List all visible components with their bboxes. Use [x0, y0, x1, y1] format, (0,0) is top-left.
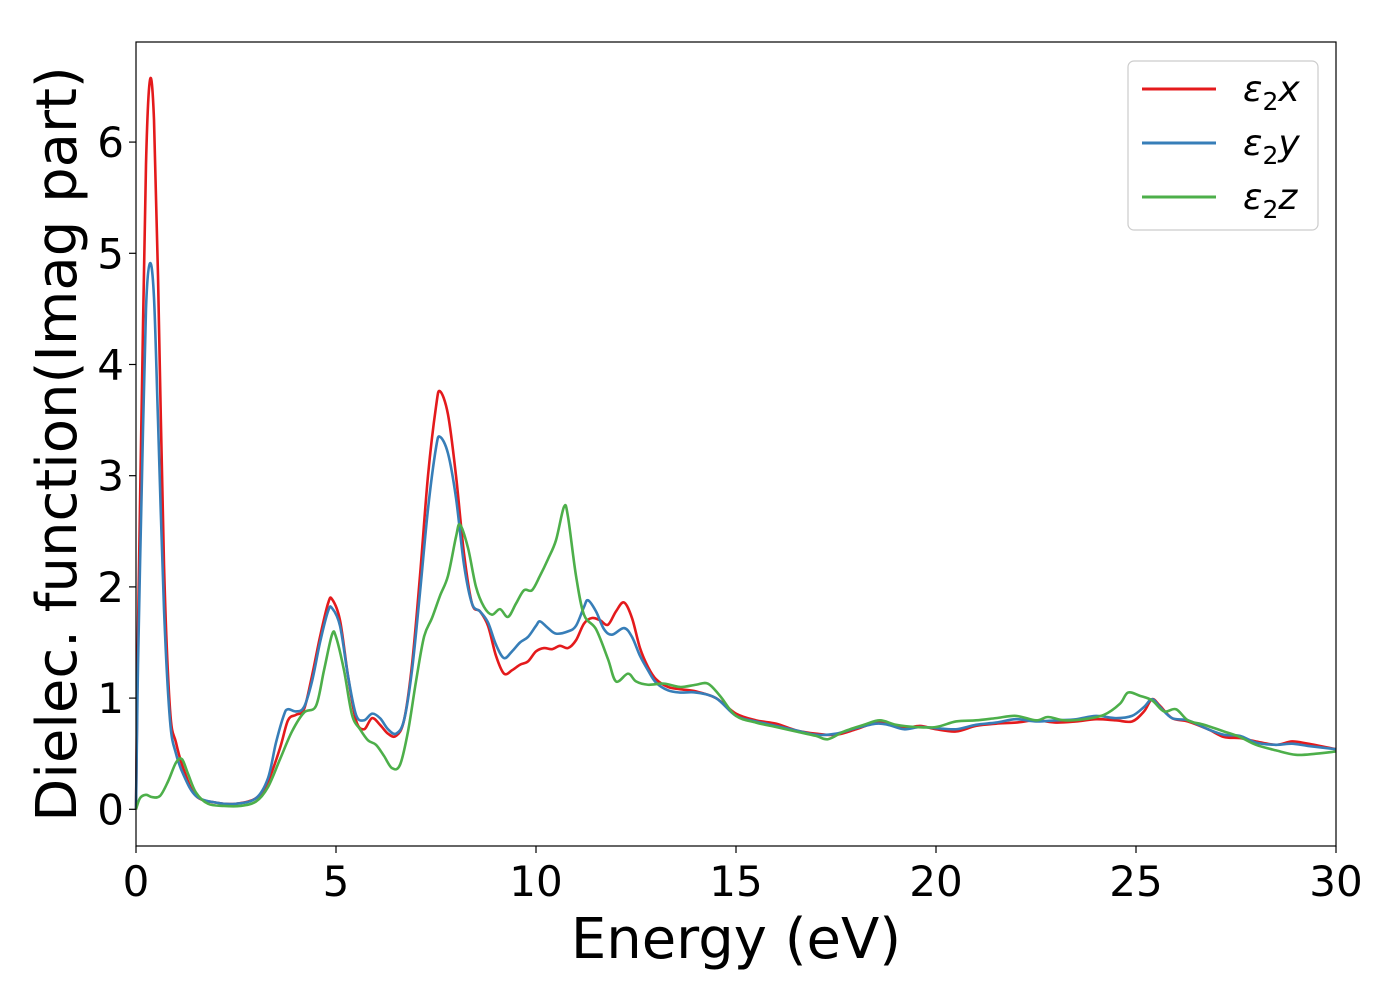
x-axis-title: Energy (eV)	[571, 907, 901, 972]
legend-label-z: ε2z	[1243, 177, 1298, 224]
x-tick-label: 5	[323, 857, 350, 906]
x-tick-label: 30	[1309, 857, 1362, 906]
series-line-y	[134, 261, 1337, 810]
legend-box	[1127, 60, 1319, 231]
y-tick-label: 4	[97, 340, 124, 389]
x-tick-label: 25	[1109, 857, 1162, 906]
y-tick-label: 6	[97, 118, 124, 167]
y-tick-label: 2	[97, 563, 124, 612]
x-axis-ticks: 0 5 10 15 20 25 30	[123, 846, 1363, 906]
y-tick-label: 5	[97, 229, 124, 278]
y-tick-label: 0	[97, 785, 124, 834]
series-line-z	[134, 503, 1337, 810]
y-axis-ticks: 0 1 2 3 4 5 6	[97, 118, 136, 834]
legend-items: ε2x ε2y ε2z	[1142, 69, 1300, 224]
x-tick-label: 15	[709, 857, 762, 906]
x-tick-label: 0	[123, 857, 150, 906]
legend-label-y: ε2y	[1243, 123, 1300, 170]
legend: ε2x ε2y ε2z	[1127, 60, 1319, 231]
x-tick-label: 20	[909, 857, 962, 906]
y-axis-title: Dielec. function(Imag part)	[25, 66, 90, 822]
legend-label-x: ε2x	[1243, 69, 1300, 116]
y-tick-label: 3	[97, 452, 124, 501]
series-layer	[134, 76, 1337, 810]
y-tick-label: 1	[97, 674, 124, 723]
x-tick-label: 10	[509, 857, 562, 906]
